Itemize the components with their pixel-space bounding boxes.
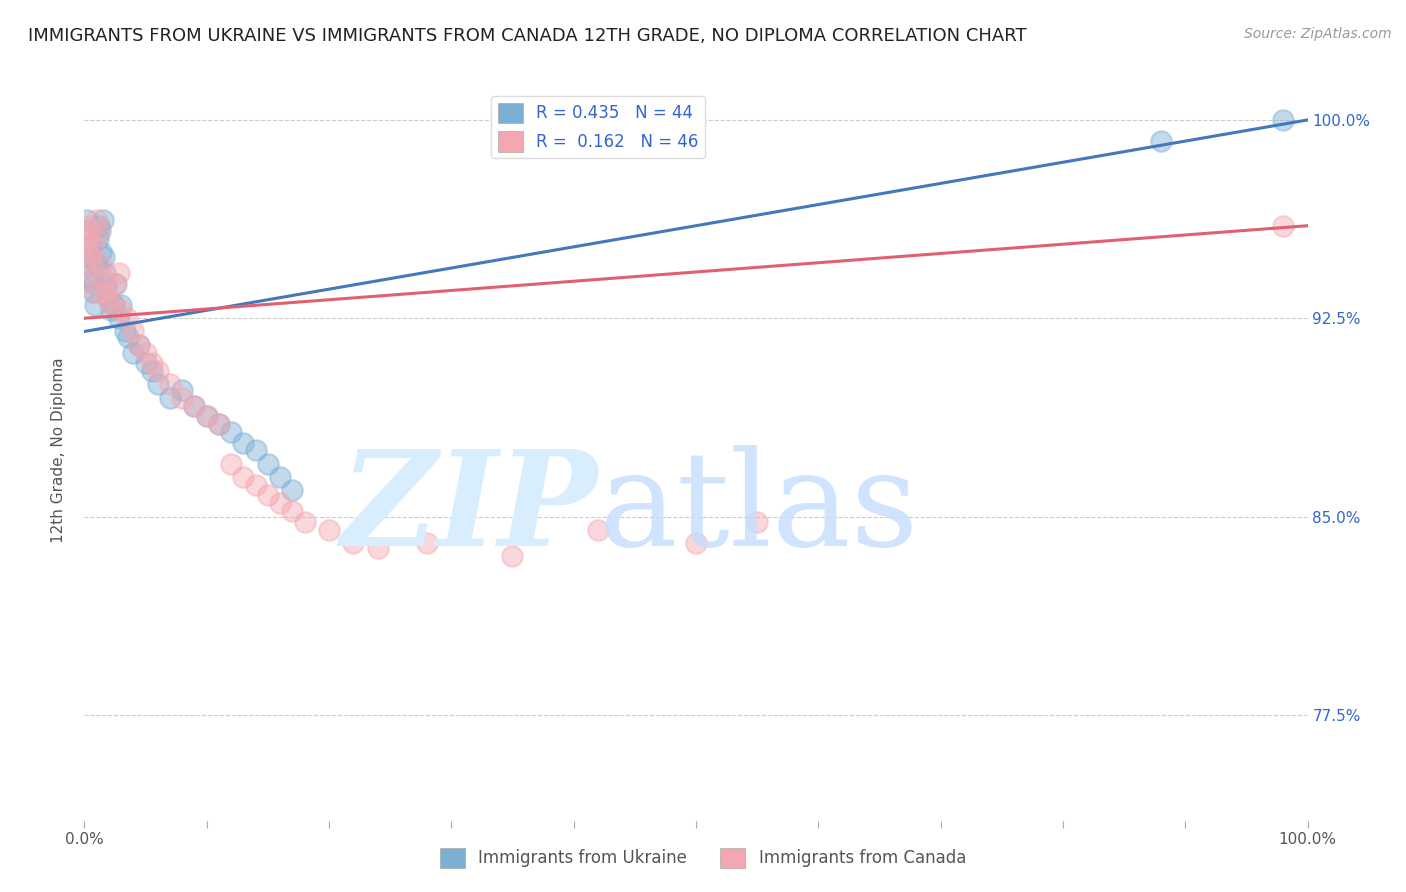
- Point: [77, 259, 100, 273]
- Point: [128, 337, 150, 351]
- Point: [128, 337, 150, 351]
- Point: [91, 213, 114, 227]
- Point: [245, 478, 267, 492]
- Point: [208, 417, 231, 431]
- Point: [117, 330, 139, 344]
- Text: IMMIGRANTS FROM UKRAINE VS IMMIGRANTS FROM CANADA 12TH GRADE, NO DIPLOMA CORRELA: IMMIGRANTS FROM UKRAINE VS IMMIGRANTS FR…: [28, 27, 1026, 45]
- Point: [96, 277, 118, 291]
- Point: [122, 345, 145, 359]
- Point: [107, 266, 129, 280]
- Text: ZIP: ZIP: [340, 445, 598, 574]
- Point: [122, 325, 145, 339]
- Point: [208, 417, 231, 431]
- Point: [105, 277, 128, 291]
- Point: [232, 470, 254, 484]
- Point: [110, 303, 132, 318]
- Point: [219, 425, 242, 439]
- Point: [76, 232, 98, 246]
- Point: [86, 213, 108, 227]
- Point: [87, 219, 110, 233]
- Point: [342, 536, 364, 550]
- Point: [82, 285, 104, 299]
- Point: [146, 377, 169, 392]
- Point: [135, 356, 157, 370]
- Text: atlas: atlas: [598, 445, 918, 574]
- Point: [79, 240, 101, 254]
- Point: [97, 293, 120, 307]
- Y-axis label: 12th Grade, No Diploma: 12th Grade, No Diploma: [51, 358, 66, 543]
- Point: [104, 277, 127, 291]
- Point: [77, 251, 100, 265]
- Point: [82, 271, 104, 285]
- Point: [87, 224, 110, 238]
- Point: [502, 549, 524, 564]
- Point: [100, 303, 122, 318]
- Point: [219, 457, 242, 471]
- Point: [318, 523, 340, 537]
- Point: [75, 224, 97, 238]
- Text: Source: ZipAtlas.com: Source: ZipAtlas.com: [1244, 27, 1392, 41]
- Point: [83, 240, 105, 254]
- Point: [146, 364, 169, 378]
- Point: [135, 345, 157, 359]
- Point: [87, 232, 110, 246]
- Point: [159, 377, 181, 392]
- Point: [80, 259, 103, 273]
- Point: [159, 391, 181, 405]
- Point: [100, 298, 122, 312]
- Point: [84, 298, 107, 312]
- Point: [195, 409, 218, 423]
- Point: [84, 285, 107, 299]
- Point: [107, 311, 129, 326]
- Point: [90, 245, 112, 260]
- Point: [93, 271, 115, 285]
- Point: [79, 224, 101, 238]
- Point: [245, 443, 267, 458]
- Point: [232, 435, 254, 450]
- Point: [257, 488, 280, 502]
- Point: [75, 219, 97, 233]
- Point: [141, 356, 163, 370]
- Point: [110, 298, 132, 312]
- Point: [89, 224, 111, 238]
- Point: [172, 391, 194, 405]
- Point: [416, 536, 439, 550]
- Point: [281, 483, 304, 497]
- Point: [86, 259, 108, 273]
- Point: [93, 251, 115, 265]
- Legend: Immigrants from Ukraine, Immigrants from Canada: Immigrants from Ukraine, Immigrants from…: [433, 841, 973, 875]
- Point: [76, 213, 98, 227]
- Point: [97, 293, 120, 307]
- Point: [747, 515, 769, 529]
- Point: [1150, 134, 1173, 148]
- Point: [183, 399, 205, 413]
- Point: [1272, 112, 1295, 127]
- Point: [103, 298, 125, 312]
- Point: [281, 504, 304, 518]
- Point: [80, 271, 103, 285]
- Point: [141, 364, 163, 378]
- Point: [257, 457, 280, 471]
- Point: [685, 536, 707, 550]
- Point: [94, 266, 117, 280]
- Point: [77, 251, 100, 265]
- Point: [586, 523, 609, 537]
- Point: [83, 277, 105, 291]
- Point: [195, 409, 218, 423]
- Point: [96, 285, 118, 299]
- Point: [115, 311, 138, 326]
- Point: [77, 240, 100, 254]
- Point: [294, 515, 316, 529]
- Point: [269, 470, 291, 484]
- Point: [269, 496, 291, 510]
- Legend: R = 0.435   N = 44, R =  0.162   N = 46: R = 0.435 N = 44, R = 0.162 N = 46: [491, 96, 706, 159]
- Point: [172, 383, 194, 397]
- Point: [183, 399, 205, 413]
- Point: [367, 541, 389, 556]
- Point: [90, 259, 112, 273]
- Point: [114, 325, 136, 339]
- Point: [1272, 219, 1295, 233]
